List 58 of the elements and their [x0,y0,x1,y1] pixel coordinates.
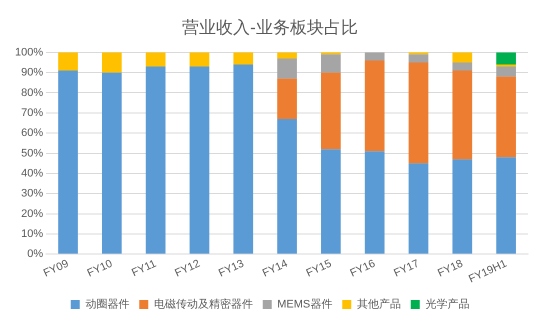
bar [321,72,341,150]
y-tick-label: 40% [21,167,44,180]
bar [102,72,122,254]
bar [408,62,428,164]
bar [452,70,472,160]
bar [58,70,78,254]
legend-label: 电磁传动及精密器件 [154,298,253,311]
chart-title: 营业收入-业务板块占比 [182,18,358,37]
x-tick-label: FY16 [348,258,378,280]
y-tick-label: 20% [21,208,44,220]
bar [190,52,210,67]
legend-label: 其他产品 [356,298,401,311]
y-tick-label: 60% [21,127,44,140]
legend-label: MEMS器件 [277,298,332,311]
y-tick-label: 0% [27,248,44,260]
bar [452,52,472,62]
bar [102,52,122,73]
bar [233,64,254,254]
x-tick-label: FY09 [42,258,71,280]
bar [408,163,428,254]
bar [496,76,516,158]
bar [496,66,516,77]
y-tick-label: 30% [21,188,44,200]
y-tick-label: 50% [21,147,44,160]
y-tick-label: 80% [21,86,44,99]
bar [321,149,341,254]
x-tick-label: FY18 [436,258,465,280]
x-tick-label: FY17 [392,258,422,280]
bar [233,52,254,65]
bar [146,66,166,254]
bar [277,52,297,58]
legend-label: 光学产品 [425,298,470,311]
bar [452,62,472,71]
bar [277,78,297,119]
y-tick-label: 70% [21,106,44,119]
x-tick-label: FY14 [260,258,290,280]
x-tick-label: FY10 [85,258,114,280]
bar [408,54,428,62]
bar [58,52,78,71]
legend-label: 动圈器件 [85,298,130,311]
bar [277,118,297,254]
x-tick-label: FY15 [304,258,334,280]
bar [190,66,210,254]
y-tick-label: 90% [21,66,44,79]
bar [277,58,297,79]
y-tick-label: 10% [21,228,44,240]
bar [146,52,166,67]
bar [364,52,385,60]
bar [496,157,516,254]
y-tick-label: 100% [14,46,44,58]
bar [452,159,472,254]
bar [496,52,516,65]
bar [364,151,385,254]
x-tick-label: FY13 [216,258,246,280]
x-tick-label: FY12 [173,258,202,280]
bar [364,60,385,152]
x-tick-label: FY11 [130,258,158,280]
bar [321,54,341,73]
